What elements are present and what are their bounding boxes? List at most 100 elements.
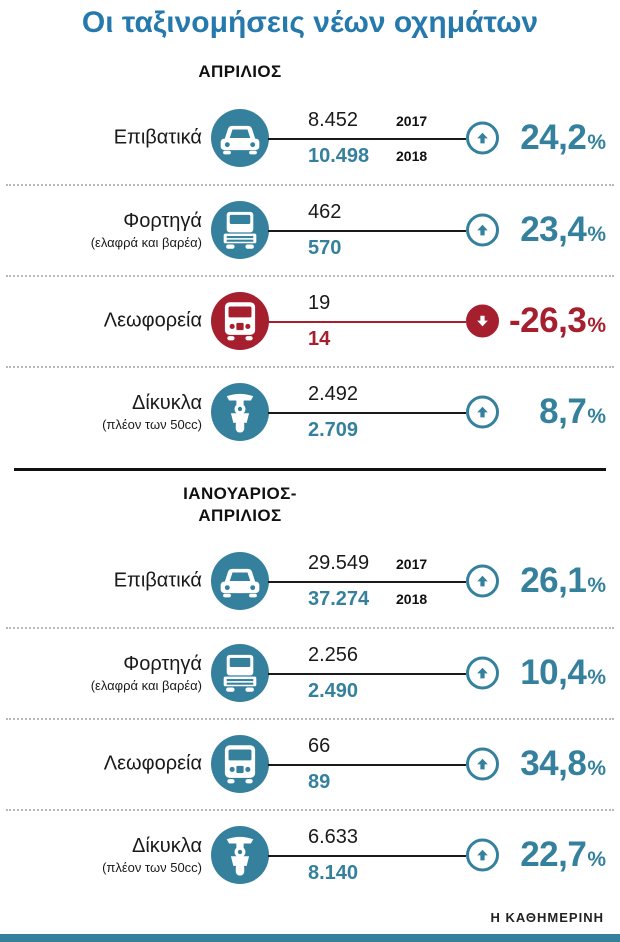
category-sublabel: (πλέον των 50cc) [102,417,202,432]
truck-icon [211,644,269,702]
trend-up-arrow-icon [466,838,499,872]
percent-sign: % [587,131,606,154]
scooter-icon [211,383,269,441]
category-labels: Επιβατικά [16,127,202,150]
connector-line [268,230,466,232]
percent-sign: % [587,848,606,871]
footer-accent-bar [0,934,620,942]
value-2017: 19 [308,292,331,314]
connector-line [268,581,466,583]
row-passenger-cars-april: Επιβατικά 8.452 10.498 2017 2018 [6,93,614,184]
value-2018: 2.490 [308,680,359,702]
connector-line [268,321,466,323]
row-motorcycles-april: Δίκυκλα (πλέον των 50cc) 2.492 2.709 8, [6,365,614,457]
percent-value: 26,1 [520,561,587,600]
category-label: Δίκυκλα [132,835,202,857]
value-2017: 2.492 [308,383,359,405]
percent-value: 8,7 [539,392,587,431]
category-labels: Επιβατικά [16,570,202,593]
percent-sign: % [587,666,606,689]
car-icon [211,109,269,167]
bus-icon [211,292,269,350]
connector-line [268,138,466,140]
percent-value: 24,2 [520,118,587,157]
car-icon [211,552,269,610]
row-buses-jan-april: Λεωφορεία 66 89 34,8% [6,717,614,809]
category-sublabel: (ελαφρά και βαρέα) [90,678,202,693]
section-april-rows: Επιβατικά 8.452 10.498 2017 2018 [0,93,620,457]
section-period-line1: ΑΠΡΙΛΙΟΣ [198,61,282,81]
truck-icon [211,201,269,259]
percent-value: 23,4 [520,210,587,249]
year-label-2018: 2018 [396,148,428,164]
percent-sign: % [587,405,606,428]
category-labels: Φορτηγά (ελαφρά και βαρέα) [16,653,202,693]
row-motorcycles-jan-april: Δίκυκλα (πλέον των 50cc) 6.633 8.140 22 [6,808,614,900]
percent-change: 26,1% [520,561,606,601]
percent-change: -26,3% [509,301,606,341]
category-label: Δίκυκλα [132,392,202,414]
trend-up-arrow-icon [466,747,499,781]
value-2018: 570 [308,237,342,259]
row-passenger-cars-jan-april: Επιβατικά 29.549 37.274 2017 2018 [6,536,614,627]
percent-sign: % [587,223,606,246]
percent-sign: % [587,574,606,597]
percent-value: 22,7 [520,835,587,874]
category-label: Επιβατικά [113,569,202,592]
row-buses-april: Λεωφορεία 19 14 -26,3% [6,274,614,366]
scooter-icon [211,826,269,884]
value-2018: 37.274 [308,588,370,610]
value-2018: 89 [308,771,331,793]
percent-change: 34,8% [520,744,606,784]
percent-change: 10,4% [520,653,606,693]
bus-icon [211,735,269,793]
category-labels: Δίκυκλα (πλέον των 50cc) [16,835,202,875]
row-trucks-april: Φορτηγά (ελαφρά και βαρέα) 462 570 [6,183,614,275]
value-2017: 2.256 [308,644,359,666]
percent-value: 34,8 [520,744,587,783]
trend-up-arrow-icon [466,213,499,247]
value-2018: 8.140 [308,862,359,884]
section-period-line1: ΙΑΝΟΥΑΡΙΟΣ- [183,483,297,503]
category-labels: Δίκυκλα (πλέον των 50cc) [16,392,202,432]
section-period-heading-april: ΑΠΡΙΛΙΟΣ [120,41,360,93]
row-trucks-jan-april: Φορτηγά (ελαφρά και βαρέα) 2.256 2.490 [6,626,614,718]
percent-change: 8,7% [539,392,606,432]
value-2018: 14 [308,328,331,350]
percent-sign: % [587,757,606,780]
percent-value: -26,3 [509,301,587,340]
category-sublabel: (ελαφρά και βαρέα) [90,235,202,250]
value-2017: 8.452 [308,109,359,131]
category-label: Φορτηγά [123,653,202,675]
percent-change: 24,2% [520,118,606,158]
connector-line [268,764,466,766]
section-jan-april-rows: Επιβατικά 29.549 37.274 2017 2018 [0,536,620,900]
value-2017: 462 [308,201,342,223]
percent-change: 23,4% [520,210,606,250]
trend-up-arrow-icon [466,395,499,429]
category-sublabel: (πλέον των 50cc) [102,860,202,875]
value-2017: 29.549 [308,552,370,574]
page-title: Οι ταξινομήσεις νέων οχημάτων [81,6,539,39]
trend-down-arrow-icon [466,304,499,338]
brand-kathimerini: Η ΚΑΘΗΜΕΡΙΝΗ [490,910,604,925]
trend-up-arrow-icon [466,121,499,155]
category-labels: Φορτηγά (ελαφρά και βαρέα) [16,210,202,250]
percent-value: 10,4 [520,653,587,692]
value-2018: 2.709 [308,419,359,441]
category-labels: Λεωφορεία [16,310,202,333]
category-label: Επιβατικά [113,126,202,149]
value-2018: 10.498 [308,145,370,167]
connector-line [268,673,466,675]
percent-sign: % [587,314,606,337]
trend-up-arrow-icon [466,656,499,690]
value-2017: 66 [308,735,331,757]
year-label-2017: 2017 [396,556,428,572]
category-labels: Λεωφορεία [16,753,202,776]
connector-line [268,412,466,414]
year-label-2017: 2017 [396,113,428,129]
section-period-heading-jan-april: ΙΑΝΟΥΑΡΙΟΣ- ΑΠΡΙΛΙΟΣ [120,471,360,536]
category-label: Λεωφορεία [103,752,202,775]
connector-line [268,855,466,857]
